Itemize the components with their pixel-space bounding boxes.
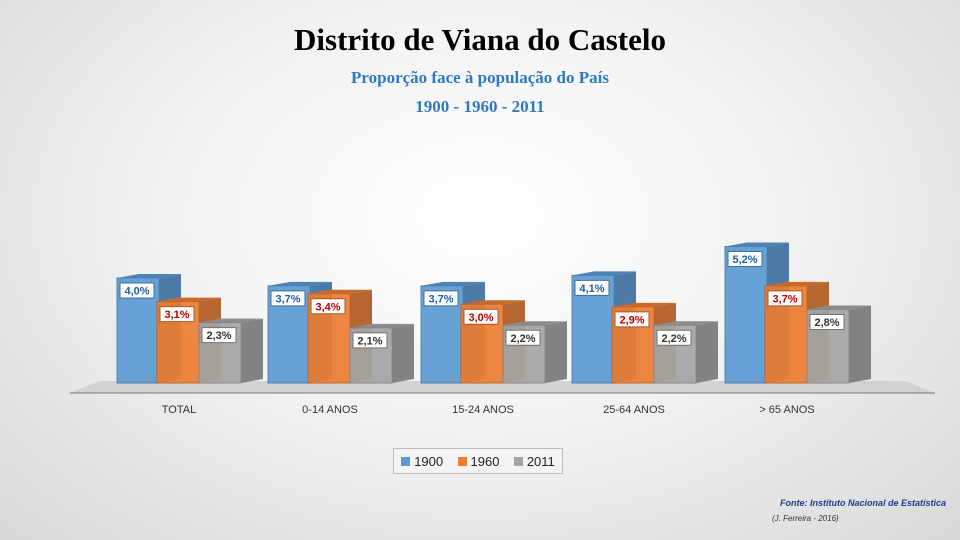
category-label-2: 15-24 ANOS (452, 404, 514, 416)
chart-legend: 1900 1960 2011 (393, 448, 563, 474)
data-label-1960-2: 3,0% (468, 312, 493, 324)
legend-swatch-1960 (457, 456, 467, 466)
bar-side-2011-4 (849, 305, 871, 383)
bar-top-1960-2 (461, 300, 525, 305)
data-label-2011-0: 2,3% (206, 330, 231, 342)
bar-top-2011-0 (199, 318, 263, 323)
bar-2011-1: 2,1% (349, 323, 414, 384)
bar-side-2011-2 (545, 321, 567, 383)
bar-2011-2: 2,2% (502, 321, 567, 384)
data-label-1960-0: 3,1% (164, 309, 189, 321)
data-label-box-1960-3 (614, 311, 650, 328)
data-label-box-2011-1 (352, 332, 388, 349)
bar-side-2011-3 (696, 321, 718, 383)
chart-subtitle: Proporção face à população do País (351, 68, 609, 87)
bar-side-2011-0 (241, 318, 263, 383)
data-label-2011-3: 2,2% (661, 333, 686, 345)
bar-top-1900-2 (421, 281, 485, 286)
legend-item-2011: 2011 (513, 453, 555, 469)
data-label-1900-4: 5,2% (732, 254, 757, 266)
bar-top-1960-1 (308, 289, 372, 294)
data-label-box-1960-2 (463, 308, 499, 325)
category-label-3: 25-64 ANOS (603, 404, 665, 416)
legend-swatch-2011 (513, 456, 523, 466)
bar-2011-3: 2,2% (653, 321, 718, 384)
data-label-1960-1: 3,4% (315, 301, 340, 313)
bar-top-1960-0 (157, 297, 221, 302)
data-label-box-1900-1 (270, 290, 306, 307)
chart-title: Distrito de Viana do Castelo (294, 22, 666, 57)
data-label-box-1900-0 (119, 282, 155, 299)
bar-top-1900-4 (725, 242, 789, 247)
author-credit: (J. Ferreira - 2016) (772, 514, 839, 523)
bar-top-2011-1 (350, 323, 414, 328)
data-label-2011-4: 2,8% (814, 317, 839, 329)
legend-item-1900: 1900 (401, 454, 443, 469)
category-label-1: 0-14 ANOS (302, 404, 358, 416)
data-label-1900-2: 3,7% (428, 293, 453, 305)
bar-2011-4: 2,8% (806, 305, 871, 384)
data-label-2011-1: 2,1% (357, 335, 382, 347)
bar-top-1960-3 (612, 302, 676, 307)
legend-label-2011: 2011 (526, 453, 555, 469)
source-note: Fonte: Instituto Nacional de Estatística (779, 498, 946, 508)
data-label-box-1960-4 (767, 290, 803, 307)
data-label-box-2011-2 (505, 329, 541, 346)
bar-top-1900-1 (268, 281, 332, 286)
legend-item-1960: 1960 (457, 453, 500, 469)
data-label-box-1960-1 (310, 298, 346, 315)
legend-swatch-1900 (401, 456, 411, 466)
data-label-2011-2: 2,2% (510, 333, 535, 345)
data-label-1900-3: 4,1% (579, 283, 604, 295)
data-label-box-1900-4 (727, 251, 763, 267)
chart-floor (70, 381, 935, 393)
chart-years: 1900 - 1960 - 2011 (415, 97, 545, 116)
data-label-1900-0: 4,0% (124, 286, 149, 298)
category-label-4: > 65 ANOS (759, 404, 814, 416)
data-label-box-1960-0 (159, 306, 195, 323)
legend-label-1960: 1960 (470, 453, 500, 469)
data-label-box-1900-2 (423, 290, 459, 307)
bar-top-1960-4 (765, 281, 829, 286)
data-label-box-1900-3 (574, 279, 610, 296)
bar-top-2011-3 (654, 321, 718, 326)
data-label-box-2011-0 (201, 327, 237, 344)
bar-side-2011-1 (392, 323, 414, 383)
bar-top-1900-3 (572, 271, 636, 276)
data-label-box-2011-3 (656, 329, 692, 346)
data-label-1960-3: 2,9% (619, 314, 644, 326)
bar-top-1900-0 (117, 274, 181, 278)
bar-top-2011-2 (503, 321, 567, 326)
data-label-box-2011-4 (809, 314, 845, 330)
bar-top-2011-4 (807, 305, 871, 310)
bar-front-1900-4 (724, 246, 768, 384)
category-label-0: TOTAL (162, 404, 196, 416)
data-label-1900-1: 3,7% (275, 293, 300, 305)
data-label-1960-4: 3,7% (772, 293, 797, 305)
legend-label-1900: 1900 (414, 453, 444, 469)
bar-2011-0: 2,3% (198, 318, 263, 384)
